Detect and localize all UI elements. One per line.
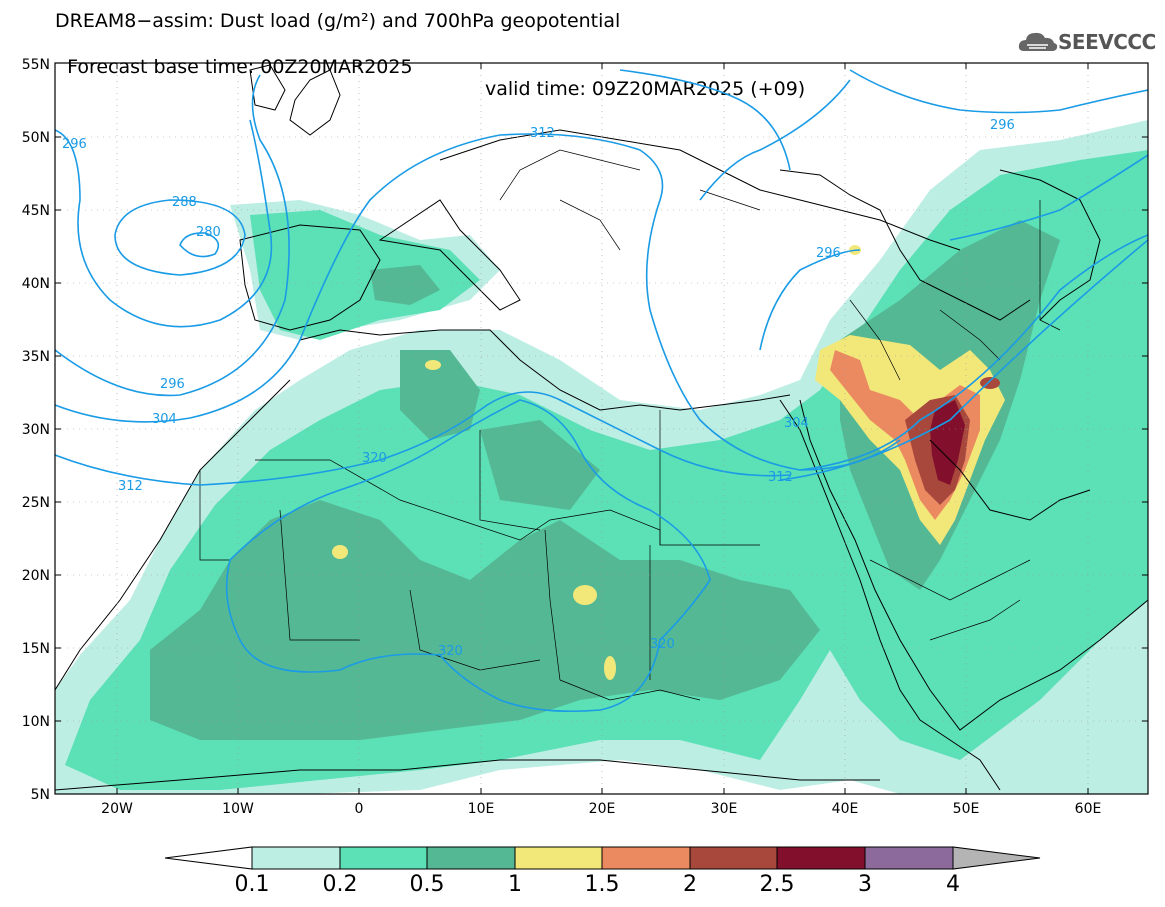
- colorbar-low-arrow: [164, 846, 253, 870]
- contour-labels: 296 288 280 296 304 312 320 312 320 320 …: [62, 118, 1015, 659]
- colorbar-tick: 0.1: [234, 872, 270, 897]
- logo-text: SEEVCCC: [1058, 30, 1156, 54]
- lon-label: 10E: [468, 801, 495, 817]
- lon-label: 40E: [832, 801, 859, 817]
- colorbar-tick: 3: [858, 872, 872, 897]
- country-borders: [199, 149, 1061, 701]
- lon-label: 50E: [953, 801, 980, 817]
- colorbar-swatch: [689, 846, 778, 870]
- contour-label: 280: [196, 225, 221, 240]
- contour-label: 312: [118, 479, 143, 494]
- lat-label: 40N: [22, 276, 50, 292]
- lat-label: 25N: [22, 495, 50, 511]
- lon-label: 30E: [711, 801, 738, 817]
- contour-label: 312: [768, 470, 793, 485]
- colorbar-tick: 0.5: [409, 872, 445, 897]
- lon-label: 20E: [589, 801, 616, 817]
- contour-label: 296: [990, 118, 1015, 133]
- graticule: [55, 63, 1148, 794]
- colorbar-tick: 1: [508, 872, 522, 897]
- colorbar-swatch: [426, 846, 516, 870]
- coastlines: [55, 64, 1148, 791]
- map-title: DREAM8−assim: Dust load (g/m²) and 700hP…: [55, 10, 621, 32]
- colorbar-swatch: [776, 846, 866, 870]
- lat-label: 50N: [22, 130, 50, 146]
- colorbar-tick: 2.5: [759, 872, 795, 897]
- lat-label: 5N: [31, 787, 50, 803]
- lat-label: 10N: [22, 714, 50, 730]
- geopotential-contours: [55, 69, 1148, 713]
- contour-label: 312: [530, 126, 555, 141]
- lon-label: 20W: [101, 801, 133, 817]
- colorbar-tick: 2: [683, 872, 697, 897]
- colorbar-swatch: [339, 846, 428, 870]
- lat-label: 55N: [22, 57, 50, 73]
- lon-label: 60E: [1075, 801, 1102, 817]
- dust-dark-field: [150, 220, 1060, 740]
- axis-ticks: [55, 62, 1148, 795]
- contour-label: 296: [816, 246, 841, 261]
- contour-label: 288: [172, 195, 197, 210]
- colorbar-swatch: [864, 846, 954, 870]
- lat-label: 30N: [22, 422, 50, 438]
- colorbar-swatch: [601, 846, 691, 870]
- lat-label: 35N: [22, 349, 50, 365]
- lat-label: 20N: [22, 568, 50, 584]
- contour-label: 320: [438, 644, 463, 659]
- latitude-labels: 55N 50N 45N 40N 35N 30N 25N 20N 15N 10N …: [22, 57, 50, 803]
- cloud-logo-icon: [1018, 32, 1058, 51]
- contour-label: 320: [650, 637, 675, 652]
- colorbar-tick: 0.2: [322, 872, 358, 897]
- map-subtitle: Forecast base time: 00Z20MAR2025 valid t…: [55, 34, 805, 100]
- colorbar-swatch: [251, 846, 341, 870]
- contour-label: 296: [160, 377, 185, 392]
- contour-label: 304: [152, 412, 177, 427]
- base-time: Forecast base time: 00Z20MAR2025: [67, 56, 413, 78]
- colorbar-high-arrow: [952, 846, 1041, 870]
- lon-label: 10W: [222, 801, 254, 817]
- colorbar-tick: 4: [946, 872, 960, 897]
- valid-time: valid time: 09Z20MAR2025 (+09): [485, 78, 806, 100]
- lat-label: 45N: [22, 203, 50, 219]
- contour-label: 320: [362, 451, 387, 466]
- lon-label: 0: [355, 801, 364, 817]
- dust-maroon-field: [930, 400, 965, 485]
- colorbar-swatch: [514, 846, 603, 870]
- colorbar-tick: 1.5: [584, 872, 620, 897]
- longitude-labels: 20W 10W 0 10E 20E 30E 40E 50E 60E: [101, 801, 1101, 817]
- contour-label: 304: [784, 416, 809, 431]
- contour-label: 296: [62, 137, 87, 152]
- lat-label: 15N: [22, 641, 50, 657]
- colorbar: [164, 846, 1041, 870]
